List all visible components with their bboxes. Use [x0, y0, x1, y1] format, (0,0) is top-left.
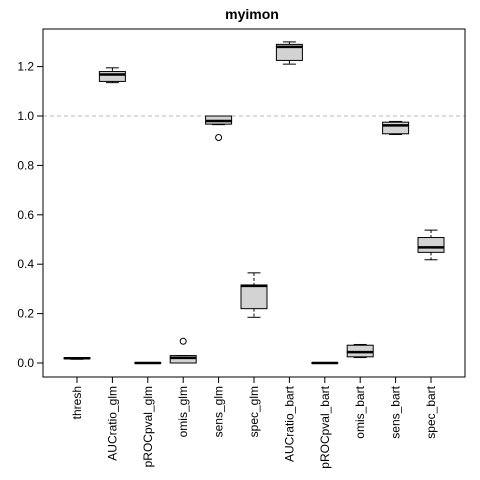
x-tick-label: pROCpval_bart — [318, 385, 332, 468]
x-tick-label: sens_bart — [389, 385, 403, 438]
box-AUCratio_bart — [275, 41, 303, 65]
x-tick-label: AUCratio_bart — [282, 385, 296, 462]
x-tick-label: AUCratio_glm — [105, 386, 119, 461]
y-tick-label: 0.0 — [17, 356, 34, 370]
box-spec_bart — [417, 229, 445, 261]
box-spec_glm — [240, 272, 268, 318]
x-tick-label: sens_glm — [212, 386, 226, 437]
box-thresh — [63, 357, 91, 360]
x-tick-label: spec_glm — [247, 386, 261, 437]
box-sens_bart — [382, 120, 410, 136]
chart-title: myimon — [225, 6, 279, 22]
boxes — [63, 41, 445, 365]
plot-frame — [42, 28, 466, 378]
x-tick-label: thresh — [70, 386, 84, 419]
y-tick-label: 1.0 — [17, 109, 34, 123]
x-tick-label: omis_glm — [176, 386, 190, 437]
box-iqr — [417, 237, 445, 253]
box-omis_bart — [346, 343, 374, 359]
box-iqr — [240, 284, 268, 310]
x-axis: thresh AUCratio_glm pROCpval_glm omis_glm se… — [70, 377, 438, 469]
box-pROCpval_bart — [311, 361, 339, 365]
x-tick-label: omis_bart — [353, 385, 367, 438]
y-tick-label: 0.2 — [17, 307, 34, 321]
x-tick-label: pROCpval_glm — [141, 386, 155, 467]
box-iqr — [98, 71, 126, 82]
box-omis_glm — [169, 337, 197, 364]
y-tick-label: 0.6 — [17, 208, 34, 222]
box-sens_glm — [205, 115, 233, 141]
box-iqr — [382, 121, 410, 135]
box-pROCpval_glm — [134, 361, 162, 365]
box-iqr — [169, 355, 197, 364]
y-tick-label: 0.4 — [17, 257, 34, 271]
y-tick-label: 1.2 — [17, 60, 34, 74]
y-tick-label: 0.8 — [17, 158, 34, 172]
x-tick-label: spec_bart — [424, 385, 438, 438]
box-iqr — [275, 43, 303, 61]
outlier-point — [179, 337, 187, 345]
box-AUCratio_glm — [98, 67, 126, 84]
y-axis: 0.0 0.2 0.4 0.6 0.8 1.0 1.2 — [17, 60, 43, 370]
outlier-point — [215, 133, 223, 141]
